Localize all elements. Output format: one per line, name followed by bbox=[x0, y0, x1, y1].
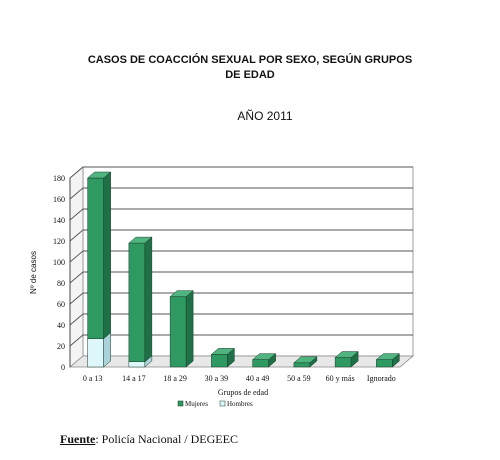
x-tick-label: 50 a 59 bbox=[287, 374, 311, 383]
chart-title-line1: CASOS DE COACCIÓN SEXUAL POR SEXO, SEGÚN… bbox=[87, 54, 413, 66]
gridline bbox=[69, 334, 413, 347]
bar-mujeres-14-a-17 bbox=[128, 242, 146, 363]
legend-label-mujeres: Mujeres bbox=[185, 400, 208, 408]
y-tick-label: 80 bbox=[57, 279, 65, 288]
y-tick-label: 20 bbox=[57, 342, 65, 351]
bar-chart: 0 20 40 60 80 100 120 140 160 180 0 a 13 14 a 17 18 … bbox=[29, 166, 415, 408]
bar-mujeres-40-a-49 bbox=[252, 359, 269, 368]
x-tick-label: 14 a 17 bbox=[122, 374, 146, 383]
source-note: Fuente: Policía Nacional / DEGEEC bbox=[60, 432, 238, 447]
y-tick-label: 100 bbox=[53, 258, 65, 267]
y-axis-title: Nº de casos bbox=[29, 251, 38, 294]
bar-mujeres-14-a-17-top bbox=[128, 236, 153, 244]
source-text: : Policía Nacional / DEGEEC bbox=[95, 432, 238, 446]
bar-mujeres-18-a-29 bbox=[169, 296, 187, 368]
bar-mujeres-50-a-59 bbox=[293, 362, 311, 368]
x-tick-label: 40 a 49 bbox=[246, 374, 270, 383]
x-tick-label: 0 a 13 bbox=[83, 374, 103, 383]
bar-mujeres-ignorado-top bbox=[375, 353, 401, 360]
y-tick-label: 40 bbox=[57, 321, 65, 330]
y-tick-label: 140 bbox=[53, 216, 65, 225]
x-tick-label: 30 a 39 bbox=[205, 374, 229, 383]
bar-mujeres-0-a-13-side bbox=[103, 171, 111, 340]
y-tick-label: 180 bbox=[53, 174, 65, 183]
bar-hombres-0-a-13 bbox=[87, 338, 104, 368]
bar-mujeres-30-a-39-top bbox=[210, 348, 236, 355]
gridline bbox=[69, 271, 413, 284]
legend-swatch-mujeres bbox=[177, 400, 184, 407]
y-tick-label: 160 bbox=[53, 195, 65, 204]
bar-mujeres-0-a-13-top bbox=[86, 171, 112, 179]
gridline bbox=[69, 187, 413, 200]
legend-label-hombres: Hombres bbox=[227, 400, 253, 408]
chart-floor bbox=[68, 355, 415, 368]
chart-subtitle: AÑO 2011 bbox=[237, 109, 293, 123]
bar-mujeres-40-a-49-top bbox=[251, 353, 277, 360]
legend-swatch-hombres bbox=[219, 400, 226, 407]
bar-hombres-14-a-17 bbox=[128, 361, 146, 368]
chart-title-line2: DE EDAD bbox=[225, 69, 275, 81]
gridline bbox=[69, 292, 413, 305]
x-axis-title: Grupos de edad bbox=[218, 388, 268, 397]
gridline bbox=[69, 313, 413, 326]
bar-mujeres-18-a-29-top bbox=[169, 290, 194, 297]
gridline bbox=[69, 208, 413, 221]
gridline bbox=[69, 250, 413, 263]
x-tick-label: 60 y más bbox=[326, 374, 355, 383]
x-tick-label: 18 a 29 bbox=[163, 374, 187, 383]
bar-mujeres-18-a-29-side bbox=[185, 290, 194, 368]
bar-mujeres-ignorado bbox=[376, 359, 393, 368]
bar-mujeres-50-a-59-top bbox=[293, 356, 318, 364]
gridline bbox=[69, 229, 413, 242]
y-tick-label: 60 bbox=[57, 300, 65, 309]
bar-mujeres-30-a-39 bbox=[211, 354, 228, 368]
x-tick-label: Ignorado bbox=[367, 374, 396, 383]
gridline bbox=[69, 166, 413, 179]
y-tick-label: 120 bbox=[53, 237, 65, 246]
bar-mujeres-0-a-13 bbox=[87, 177, 104, 339]
bar-mujeres-60-y-más bbox=[334, 357, 352, 368]
y-tick-label: 0 bbox=[61, 363, 65, 372]
source-label: Fuente bbox=[60, 432, 96, 446]
bar-mujeres-60-y-más-top bbox=[334, 351, 359, 358]
bar-mujeres-14-a-17-side bbox=[144, 236, 153, 363]
